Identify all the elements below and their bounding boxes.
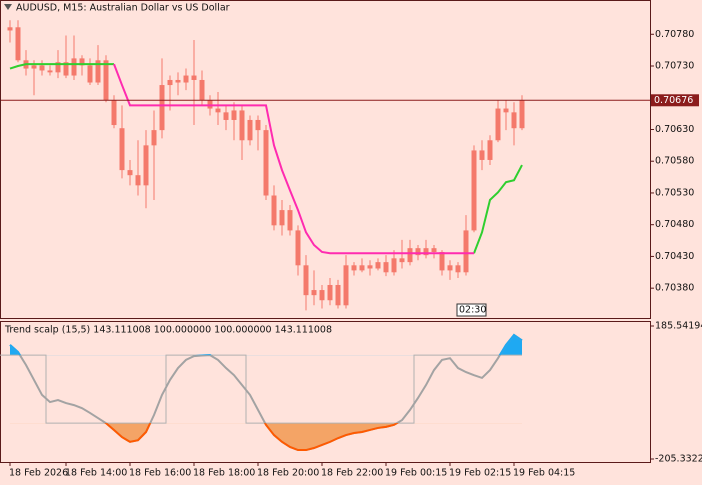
x-tick-label: 18 Feb 18:00 <box>193 468 255 479</box>
candle-body <box>511 112 517 129</box>
candle-body <box>143 145 149 186</box>
main-frame <box>0 0 651 319</box>
candle-body <box>303 265 309 296</box>
candle-body <box>263 130 269 196</box>
candle-body <box>119 128 125 171</box>
candle-body <box>255 119 261 131</box>
candle-body <box>447 265 453 271</box>
candle-body <box>247 119 253 141</box>
candle-body <box>183 75 189 83</box>
candle-body <box>71 58 77 76</box>
candle-body <box>7 27 13 31</box>
candle-body <box>151 130 157 146</box>
candle-body <box>95 60 101 83</box>
candle-body <box>159 85 165 131</box>
y-tick-label: 0.70730 <box>655 61 694 72</box>
candle-body <box>351 265 357 271</box>
candle-body <box>239 110 245 141</box>
candle-body <box>327 284 333 301</box>
candle-body <box>63 62 69 76</box>
candle-body <box>55 62 61 73</box>
candle-body <box>423 248 429 256</box>
candle-body <box>463 230 469 273</box>
candle-body <box>127 170 133 176</box>
y-tick-label: 0.70630 <box>655 124 694 135</box>
candle-body <box>175 79 181 83</box>
x-tick-label: 19 Feb 00:15 <box>385 468 447 479</box>
candle-body <box>415 248 421 256</box>
candle-body <box>455 265 461 273</box>
timer: 02:30 <box>459 305 486 316</box>
level-step-line <box>0 354 522 424</box>
candle-body <box>47 70 53 73</box>
trend-line <box>113 63 474 255</box>
candle-body <box>311 290 317 296</box>
candle-body <box>367 265 373 269</box>
trend-line <box>9 63 523 254</box>
candle-body <box>287 210 293 231</box>
candle-body <box>39 65 45 71</box>
candle-body <box>279 210 285 226</box>
candle-body <box>191 75 197 80</box>
y-tick-label: 0.70530 <box>655 187 694 198</box>
candle-body <box>215 108 221 113</box>
y-tick-label: -205.332278 <box>655 454 702 465</box>
candle-body <box>399 258 405 263</box>
y-tick-label: 0.70380 <box>655 283 694 294</box>
x-tick-label: 19 Feb 02:15 <box>449 468 511 479</box>
candle-body <box>111 100 117 126</box>
candle-body <box>15 27 21 61</box>
candle-body <box>335 284 341 306</box>
price-label: 0.70676 <box>654 95 693 106</box>
chart-title: AUDUSD, M15: Australian Dollar vs US Dol… <box>16 3 230 14</box>
x-tick-label: 18 Feb 2026 <box>9 468 68 479</box>
candle-body <box>343 265 349 306</box>
candle-body <box>375 262 381 269</box>
x-tick-label: 19 Feb 04:15 <box>513 468 575 479</box>
y-tick-label: 0.70780 <box>655 29 694 40</box>
timer-box <box>456 303 487 317</box>
candle-body <box>519 100 525 129</box>
candle-body <box>431 248 437 252</box>
x-tick-label: 18 Feb 22:00 <box>321 468 383 479</box>
x-tick-label: 18 Feb 20:00 <box>257 468 319 479</box>
candle-body <box>495 108 501 141</box>
candle-body <box>87 65 93 83</box>
candle-body <box>407 248 413 263</box>
candle-body <box>167 79 173 86</box>
candle-body <box>471 150 477 231</box>
candle-body <box>487 140 493 160</box>
price-label-box <box>651 94 699 107</box>
candle-body <box>271 195 277 226</box>
x-tick-label: 18 Feb 14:00 <box>65 468 127 479</box>
y-tick-label: 0.70480 <box>655 219 694 230</box>
candle-body <box>223 112 229 120</box>
candle-body <box>79 58 85 66</box>
candle-body <box>31 65 37 69</box>
x-tick-label: 18 Feb 16:00 <box>129 468 191 479</box>
candle-body <box>359 265 365 271</box>
candle-body <box>439 251 445 271</box>
candle-body <box>383 262 389 273</box>
candle-body <box>479 150 485 160</box>
candle-body <box>199 79 205 101</box>
candle-body <box>319 290 325 301</box>
y-tick-label: 185.541944 <box>655 321 702 332</box>
candle-body <box>503 108 509 113</box>
y-tick-label: 0.70580 <box>655 156 694 167</box>
y-tick-label: 0.70430 <box>655 251 694 262</box>
oscillator-line-low <box>104 423 399 452</box>
indicator-frame <box>0 321 651 463</box>
candle-body <box>231 110 237 120</box>
menu-icon[interactable] <box>4 4 12 10</box>
candle-body <box>135 175 141 186</box>
candle-body <box>295 230 301 266</box>
indicator-title: Trend scalp (15,5) 143.111008 100.000000… <box>4 325 332 336</box>
candle-body <box>391 258 397 273</box>
candle-body <box>103 60 109 101</box>
